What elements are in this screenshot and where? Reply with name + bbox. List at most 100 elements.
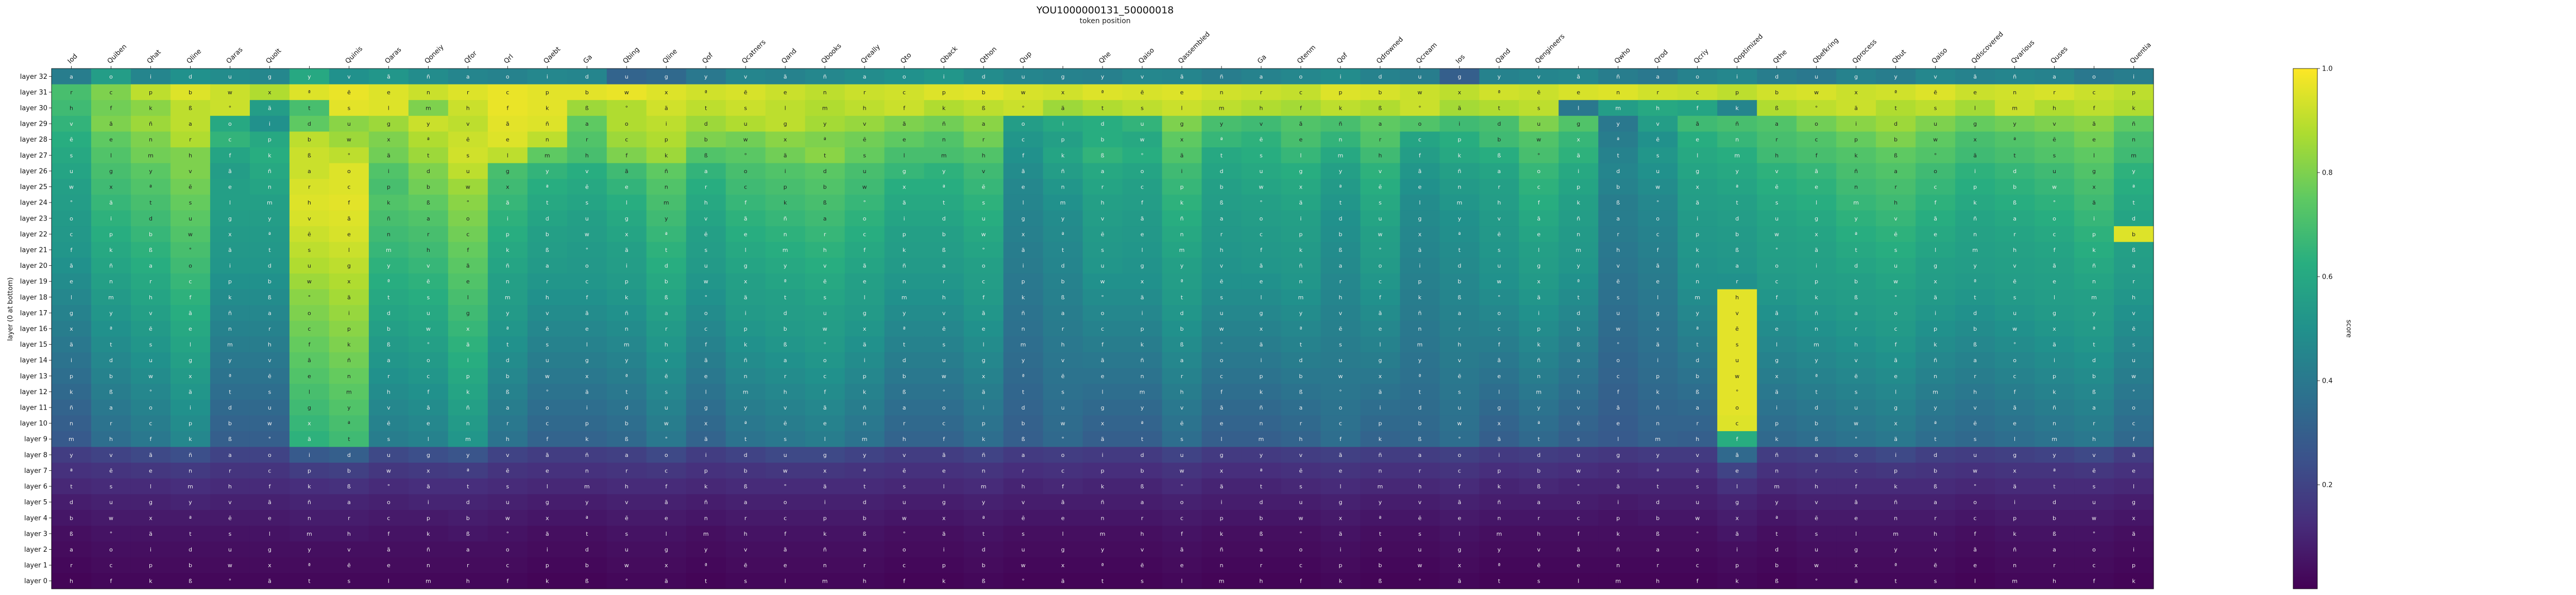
heatmap-cell-label: c [942, 420, 945, 427]
heatmap-cell-label: a [1656, 546, 1659, 553]
heatmap-cell-label: l [1816, 199, 1817, 206]
heatmap-cell [2074, 163, 2114, 179]
heatmap-cell-label: g [1338, 499, 1342, 506]
heatmap-cell-label: u [1338, 357, 1342, 364]
heatmap-cell-label: k [2132, 105, 2136, 112]
heatmap-cell-label: ª [824, 137, 826, 143]
heatmap-cell-label: e [585, 326, 589, 332]
heatmap-cell [52, 226, 92, 243]
heatmap-cell-label: ª [1775, 515, 1778, 521]
heatmap-cell-label: ñ [466, 404, 470, 411]
heatmap-cell-label: o [1260, 215, 1263, 222]
colorbar-tick-label: 1.0 [2322, 65, 2333, 73]
heatmap-cell [1082, 115, 1123, 132]
heatmap-cell [963, 226, 1004, 243]
heatmap-cell [1519, 147, 1559, 164]
heatmap-cell-label: e [109, 137, 113, 143]
heatmap-cell-label: ª [149, 184, 152, 191]
heatmap-cell-label: s [1855, 388, 1858, 395]
heatmap-cell-label: ñ [823, 546, 827, 553]
heatmap-cell-label: g [1775, 357, 1778, 364]
heatmap-cell-label: e [2132, 467, 2136, 474]
heatmap-cell [1400, 100, 1440, 116]
heatmap-cell-label: b [1299, 373, 1302, 380]
heatmap-cell-label: c [2013, 373, 2016, 380]
y-tick-label: layer 20 [20, 262, 47, 270]
heatmap-cell-label: i [348, 310, 350, 316]
heatmap-cell-label: h [1338, 294, 1342, 301]
heatmap-cell-label: c [1260, 231, 1263, 237]
heatmap-cell-label: c [863, 231, 866, 237]
heatmap-cell-label: h [1894, 199, 1897, 206]
heatmap-cell [1400, 84, 1440, 100]
heatmap-cell-label: ñ [189, 452, 192, 458]
heatmap-cell-label: d [308, 121, 311, 127]
heatmap-cell-label: ē [506, 467, 510, 474]
heatmap-cell-label: o [149, 404, 152, 411]
heatmap-cell [52, 210, 92, 227]
heatmap-cell-label: ° [1299, 531, 1302, 537]
heatmap-cell [289, 84, 330, 100]
heatmap-cell [1955, 147, 1995, 164]
heatmap-cell [2114, 131, 2154, 148]
heatmap-cell-label: t [348, 436, 350, 443]
heatmap-cell-label: y [546, 168, 549, 175]
heatmap-cell-label: c [1022, 137, 1025, 143]
heatmap-cell-label: ß [1259, 531, 1263, 537]
heatmap-cell-label: d [1338, 215, 1342, 222]
heatmap-cell-label: g [704, 404, 708, 411]
heatmap-cell-label: ã [784, 73, 787, 80]
heatmap-cell-label: ñ [1497, 499, 1501, 506]
heatmap-cell-label: w [664, 420, 669, 427]
heatmap-cell-label: b [308, 137, 311, 143]
heatmap-cell [567, 163, 607, 179]
heatmap-cell-label: ª [1934, 420, 1937, 427]
heatmap-cell-label: r [1260, 562, 1263, 569]
heatmap-cell-label: ñ [1022, 310, 1025, 316]
heatmap-cell [567, 226, 607, 243]
heatmap-cell-label: e [1180, 89, 1184, 96]
heatmap-cell [1797, 210, 1837, 227]
heatmap-cell [91, 194, 131, 211]
heatmap-cell-label: p [625, 278, 629, 285]
heatmap-cell-label: b [784, 326, 787, 332]
heatmap-cell [844, 131, 885, 148]
heatmap-cell [448, 84, 488, 100]
heatmap-cell-label: y [1260, 452, 1263, 458]
heatmap-cell [130, 84, 171, 100]
x-tick-label: Qbooks [820, 42, 843, 65]
heatmap-cell-label: ß [1141, 483, 1144, 490]
heatmap-cell-label: p [1775, 420, 1778, 427]
heatmap-cell-label: ª [110, 326, 112, 332]
heatmap-cell [1836, 179, 1876, 195]
heatmap-cell-label: s [1220, 294, 1223, 301]
heatmap-cell-label: l [785, 105, 786, 112]
heatmap-cell-label: ß [1061, 294, 1065, 301]
heatmap-cell-label: x [585, 373, 589, 380]
heatmap-cell [1598, 210, 1638, 227]
heatmap-cell-label: x [1577, 137, 1581, 143]
heatmap-cell-label: x [268, 562, 272, 569]
heatmap-cell [1558, 226, 1599, 243]
heatmap-cell-label: l [824, 436, 826, 443]
heatmap-cell-label: y [1577, 263, 1581, 269]
heatmap-cell-label: f [2093, 105, 2096, 112]
heatmap-cell-label: c [2053, 231, 2056, 237]
heatmap-cell [646, 179, 687, 195]
heatmap-cell-label: k [1894, 483, 1897, 490]
heatmap-cell-label: n [2013, 562, 2016, 569]
heatmap-cell [1717, 147, 1757, 164]
heatmap-cell-label: a [2053, 546, 2056, 553]
x-tick-label: Qoneiy [423, 43, 446, 65]
heatmap-cell [1281, 179, 1321, 195]
heatmap-cell-label: b [1180, 326, 1183, 332]
heatmap-cell-label: t [1815, 388, 1818, 395]
heatmap-cell-label: ª [1061, 231, 1064, 237]
heatmap-cell-label: ē [1338, 326, 1342, 332]
heatmap-cell-label: v [2053, 121, 2056, 127]
heatmap-cell-label: v [1894, 215, 1897, 222]
heatmap-cell-label: ä [942, 531, 946, 537]
colorbar-tick-label: 0.8 [2322, 169, 2333, 177]
heatmap-cell-label: i [388, 168, 389, 175]
heatmap-cell-label: h [823, 247, 827, 253]
